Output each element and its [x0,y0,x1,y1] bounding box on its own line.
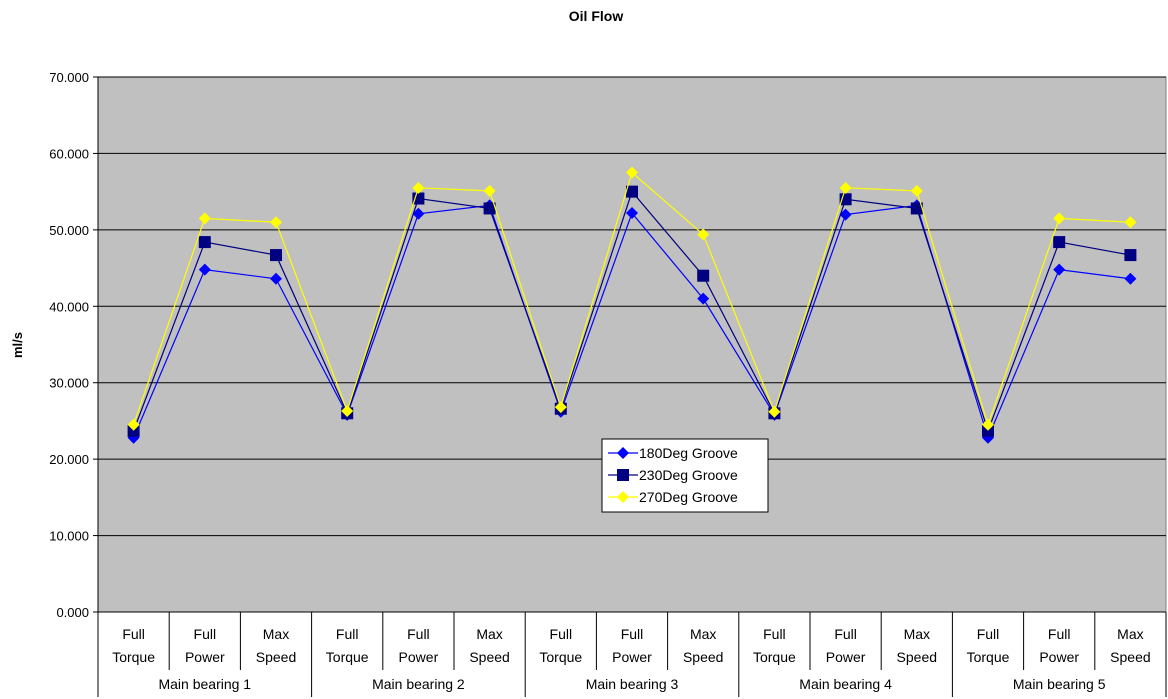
x-category-label: Power [826,649,866,665]
x-category-label: Full [550,626,573,642]
data-point [839,208,852,221]
y-tick-label: 50.000 [49,223,89,238]
plot-background [97,76,1167,613]
x-group-label: Main bearing 3 [586,676,679,692]
data-point [982,418,994,431]
data-point [697,228,710,241]
x-group-label: Main bearing 5 [1013,676,1106,692]
data-point [626,166,638,179]
x-group-label: Main bearing 1 [158,676,251,692]
legend-entry: 230Deg Groove [639,467,738,483]
data-point [1124,272,1137,285]
data-point [483,202,496,215]
data-point [1053,212,1066,225]
data-point [697,292,710,305]
x-category-label: Full [336,626,359,642]
data-point [982,424,994,437]
data-point [341,404,354,417]
x-category-label: Full [1048,626,1071,642]
y-tick-label: 70.000 [49,70,89,85]
axes: 0.000 10.000 20.000 30.000 40.000 50.000 60.00… [49,70,1167,697]
legend-marker [617,447,629,459]
data-point [1124,249,1137,262]
data-point [270,249,282,262]
y-tick-label: 10.000 [49,529,89,544]
x-category-label: Full [407,626,430,642]
legend-marker [617,491,629,503]
legend-entry: 270Deg Groove [639,489,738,505]
data-point [697,269,710,282]
y-tick-label: 40.000 [49,299,89,314]
x-category-label: Max [904,626,930,642]
x-category-label: Speed [897,649,937,665]
x-category-label: Speed [683,649,723,665]
x-category-label: Torque [753,649,796,665]
x-category-label: Power [612,649,652,665]
y-tick-label: 20.000 [49,452,89,467]
x-category-label: Full [977,626,1000,642]
x-category-label: Max [1117,626,1143,642]
y-tick-label: 30.000 [49,376,89,391]
legend-entry: 180Deg Groove [639,445,738,461]
x-category-label: Full [122,626,145,642]
data-point [910,184,923,197]
data-point [412,207,425,220]
x-category-label: Torque [112,649,155,665]
legend-marker [617,469,629,481]
data-point [270,272,282,285]
x-group-label: Main bearing 2 [372,676,465,692]
y-tick-label: 60.000 [49,146,89,161]
data-point [483,184,496,197]
x-category-label: Speed [256,649,296,665]
data-point [198,263,211,276]
x-category-label: Speed [469,649,509,665]
data-point [768,405,781,418]
y-axis-label: ml/s [10,332,25,358]
data-point [626,185,638,198]
legend: 180Deg Groove 230Deg Groove 270Deg Groove [601,438,769,513]
data-point [270,216,282,229]
x-category-label: Power [1039,649,1079,665]
chart-title: Oil Flow [569,8,624,24]
x-group-label: Main bearing 4 [799,676,892,692]
data-point [198,236,211,249]
data-point [910,202,923,215]
x-category-label: Max [690,626,716,642]
y-tick-label: 0.000 [56,605,89,620]
x-category-label: Full [763,626,786,642]
data-point [626,207,638,220]
data-point [1124,216,1137,229]
x-category-label: Torque [967,649,1010,665]
x-category-label: Power [185,649,225,665]
x-category-label: Full [834,626,857,642]
x-category-label: Speed [1110,649,1150,665]
x-category-label: Torque [539,649,582,665]
data-point [554,401,567,414]
data-point [1053,263,1066,276]
plot-area [97,76,1167,613]
data-point [127,424,140,437]
data-point [839,181,852,194]
x-category-label: Full [194,626,217,642]
data-point [127,418,140,431]
data-point [198,212,211,225]
series-layer [127,166,1137,444]
data-point [412,181,425,194]
x-category-label: Max [263,626,289,642]
x-category-label: Torque [326,649,369,665]
x-category-label: Power [399,649,439,665]
x-category-label: Full [621,626,644,642]
x-category-label: Max [476,626,502,642]
data-point [1053,236,1066,249]
